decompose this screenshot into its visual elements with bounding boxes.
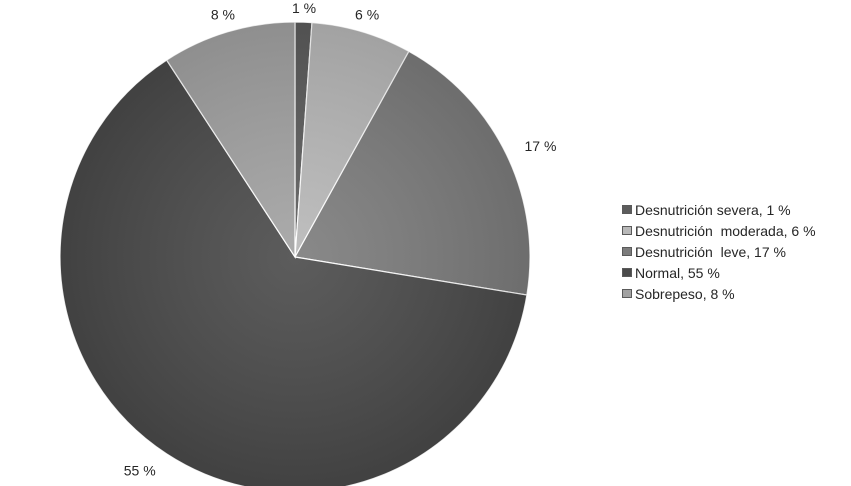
legend-label: Desnutrición moderada, 6 %	[635, 222, 816, 239]
legend-item-desnutricion-leve: Desnutrición leve, 17 %	[622, 241, 816, 262]
chart-legend: Desnutrición severa, 1 % Desnutrición mo…	[622, 199, 816, 304]
pie-data-labels: 1 % 6 % 17 % 55 % 8 %	[124, 0, 557, 478]
legend-swatch	[622, 226, 632, 235]
legend-item-sobrepeso: Sobrepeso, 8 %	[622, 283, 816, 304]
legend-swatch	[622, 289, 632, 298]
legend-swatch	[622, 268, 632, 277]
pie-slices	[59, 21, 531, 486]
legend-item-desnutricion-severa: Desnutrición severa, 1 %	[622, 199, 816, 220]
legend-swatch	[622, 205, 632, 214]
pie-data-label: 1 %	[292, 0, 316, 16]
pie-data-label: 55 %	[124, 463, 156, 479]
legend-item-desnutricion-moderada: Desnutrición moderada, 6 %	[622, 220, 816, 241]
legend-swatch	[622, 247, 632, 256]
pie-data-label: 8 %	[211, 7, 235, 23]
legend-item-normal: Normal, 55 %	[622, 262, 816, 283]
pie-data-label: 17 %	[525, 138, 557, 154]
legend-label: Desnutrición leve, 17 %	[635, 243, 786, 260]
legend-label: Normal, 55 %	[635, 264, 720, 281]
legend-label: Desnutrición severa, 1 %	[635, 201, 791, 218]
legend-label: Sobrepeso, 8 %	[635, 285, 735, 302]
pie-data-label: 6 %	[355, 7, 379, 23]
